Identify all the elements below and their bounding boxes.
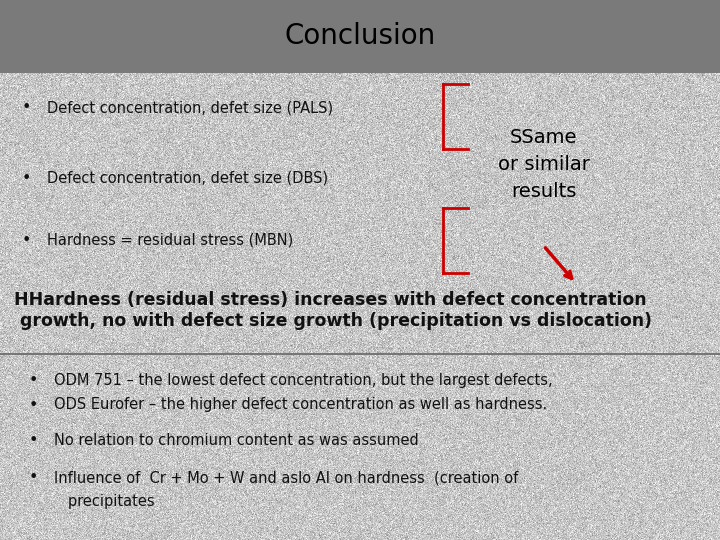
Text: SSame: SSame — [510, 128, 577, 147]
Text: precipitates: precipitates — [54, 494, 155, 509]
Bar — [0, 0, 720, 73]
Text: Hardness = residual stress (MBN): Hardness = residual stress (MBN) — [47, 233, 293, 248]
Text: •: • — [29, 470, 38, 485]
Text: Influence of  Cr + Mo + W and aslo Al on hardness  (creation of: Influence of Cr + Mo + W and aslo Al on … — [54, 470, 518, 485]
Text: growth, no with defect size growth (precipitation vs dislocation): growth, no with defect size growth (prec… — [14, 312, 652, 330]
Text: •: • — [22, 100, 31, 116]
Text: HHardness (residual stress) increases with defect concentration: HHardness (residual stress) increases wi… — [14, 291, 647, 309]
Text: Defect concentration, defet size (DBS): Defect concentration, defet size (DBS) — [47, 171, 328, 186]
Text: or similar: or similar — [498, 155, 590, 174]
Text: ODS Eurofer – the higher defect concentration as well as hardness.: ODS Eurofer – the higher defect concentr… — [54, 397, 547, 413]
Text: Conclusion: Conclusion — [284, 23, 436, 50]
Text: •: • — [29, 433, 38, 448]
Text: results: results — [511, 182, 576, 201]
Text: Defect concentration, defet size (PALS): Defect concentration, defet size (PALS) — [47, 100, 333, 116]
Text: •: • — [29, 373, 38, 388]
Text: •: • — [29, 397, 38, 413]
Text: No relation to chromium content as was assumed: No relation to chromium content as was a… — [54, 433, 419, 448]
Text: •: • — [22, 171, 31, 186]
Text: •: • — [22, 233, 31, 248]
Text: ODM 751 – the lowest defect concentration, but the largest defects,: ODM 751 – the lowest defect concentratio… — [54, 373, 553, 388]
